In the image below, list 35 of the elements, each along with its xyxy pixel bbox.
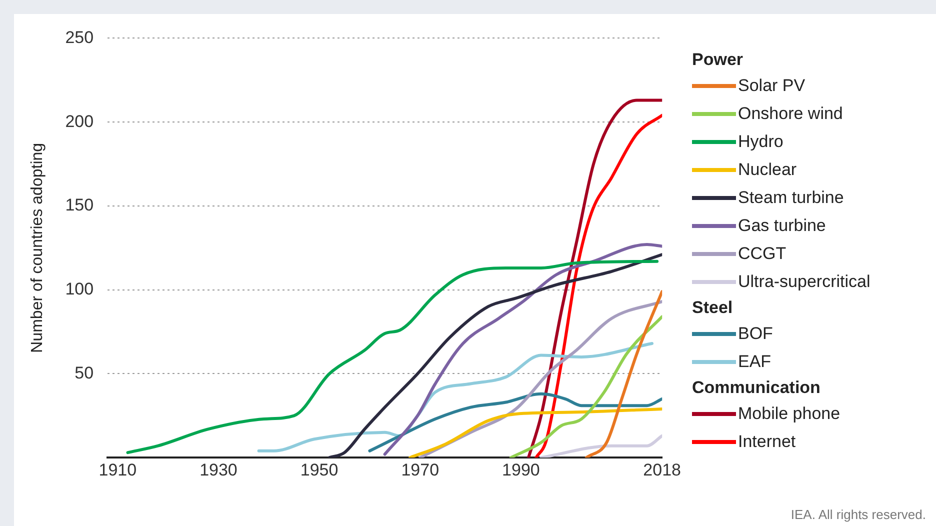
legend-label: Solar PV (738, 75, 806, 97)
x-tick-label: 1910 (98, 460, 137, 480)
y-tick-label: 200 (65, 112, 94, 131)
y-axis-title: Number of countries adopting (29, 142, 46, 353)
line-series (368, 392, 662, 452)
text: Power (692, 49, 744, 71)
legend-label: Steam turbine (738, 187, 844, 209)
legend-label: Gas turbine (738, 215, 826, 237)
line-series (509, 315, 662, 458)
y-tick-label: 250 (65, 28, 94, 47)
legend-label: Nuclear (738, 159, 797, 181)
x-tick-label: 1970 (401, 460, 440, 480)
legend-label: BOF (738, 323, 773, 345)
x-tick-label: 2018 (643, 460, 682, 480)
line-series (584, 290, 662, 458)
legend-label: Hydro (738, 131, 784, 153)
legend-label: CCGT (738, 243, 786, 265)
text: Steel (692, 297, 734, 319)
x-tick-label: 1930 (200, 460, 238, 480)
line-series (328, 253, 662, 458)
text: IEA. All rights reserved. (790, 507, 926, 522)
legend-label: Internet (738, 431, 796, 453)
legend-label: Mobile phone (738, 403, 840, 425)
x-tick-label: 1950 (300, 460, 338, 480)
y-tick-label: 50 (74, 363, 94, 382)
line-series (126, 260, 659, 454)
legend-label: Onshore wind (738, 103, 843, 125)
y-tick-label: 150 (65, 196, 94, 215)
legend-label: Ultra-supercritical (738, 271, 870, 293)
text: Communication (692, 377, 822, 399)
line-series (383, 243, 662, 456)
y-tick-label: 100 (65, 280, 94, 299)
legend-label: EAF (738, 351, 772, 373)
x-tick-label: 1990 (502, 460, 540, 480)
line-series (408, 407, 662, 458)
